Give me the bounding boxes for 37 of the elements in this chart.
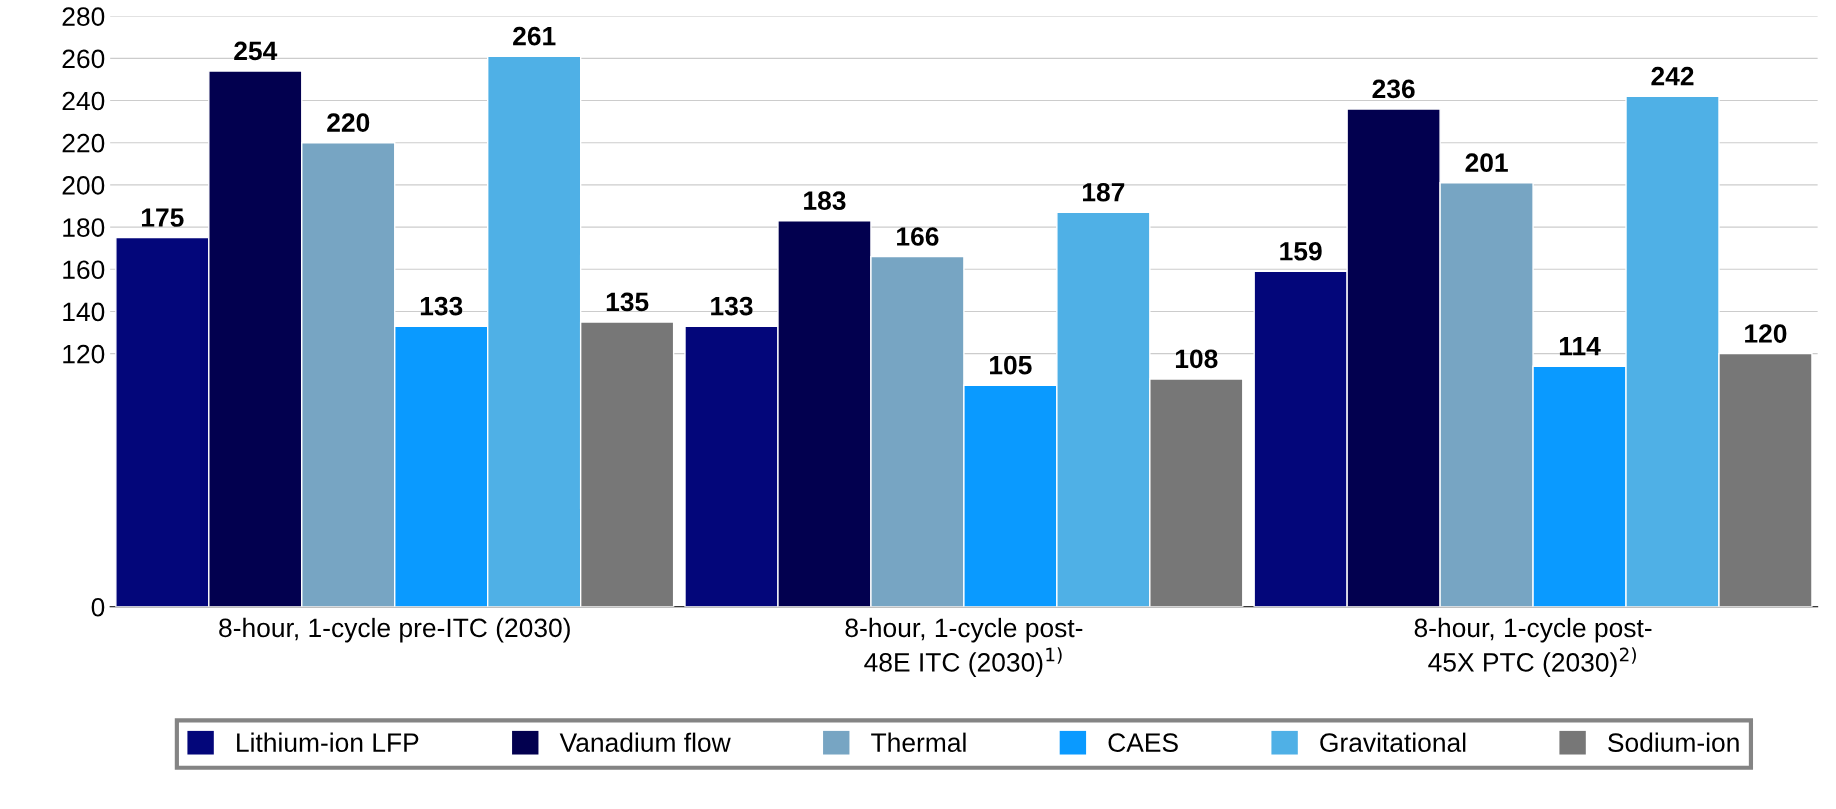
y-tick-label: 0 [91, 597, 105, 617]
data-label: 183 [804, 191, 846, 211]
data-label: 159 [1280, 241, 1322, 261]
y-tick-label: 180 [63, 218, 105, 237]
data-label: 133 [711, 296, 753, 316]
data-label: 236 [1372, 79, 1415, 99]
legend-label: CAES [1108, 733, 1178, 752]
data-label: 120 [1745, 324, 1787, 343]
y-tick-label: 140 [63, 302, 105, 322]
data-label: 242 [1651, 66, 1694, 86]
data-label: 133 [420, 296, 463, 316]
y-tick-label: 220 [62, 133, 105, 153]
data-label: 175 [141, 208, 184, 227]
legend-label: Lithium-ion LFP [237, 732, 419, 752]
legend-label: Gravitational [1320, 732, 1466, 752]
legend-label: Sodium-ion [1608, 732, 1739, 752]
y-tick-label: 260 [62, 49, 105, 69]
legend-label: Vanadium flow [559, 732, 731, 752]
x-tick-label: 8-hour, 1-cycle pre-ITC (2030) [219, 617, 570, 643]
data-label: 187 [1082, 182, 1125, 202]
y-tick-label: 280 [62, 7, 105, 26]
y-tick-label: 200 [62, 176, 105, 195]
legend-label: Thermal [871, 732, 966, 752]
data-label: 261 [513, 26, 556, 46]
data-label: 201 [1465, 153, 1508, 173]
data-label: 114 [1559, 337, 1601, 356]
x-tick-label: 8-hour, 1-cycle post- 48E ITC (2030)$^{1)}$ [845, 617, 1083, 677]
data-label: 108 [1175, 349, 1218, 369]
x-tick-label: 8-hour, 1-cycle post- 45X PTC (2030)$^{2)}$ [1414, 617, 1652, 677]
y-tick-label: 240 [62, 91, 105, 111]
data-label: 105 [990, 355, 1032, 375]
y-tick-label: 120 [63, 344, 105, 364]
y-tick-label: 160 [63, 260, 105, 280]
data-label: 166 [897, 227, 939, 246]
data-label: 220 [327, 113, 370, 132]
data-label: 135 [606, 292, 649, 312]
data-label: 254 [234, 41, 278, 61]
